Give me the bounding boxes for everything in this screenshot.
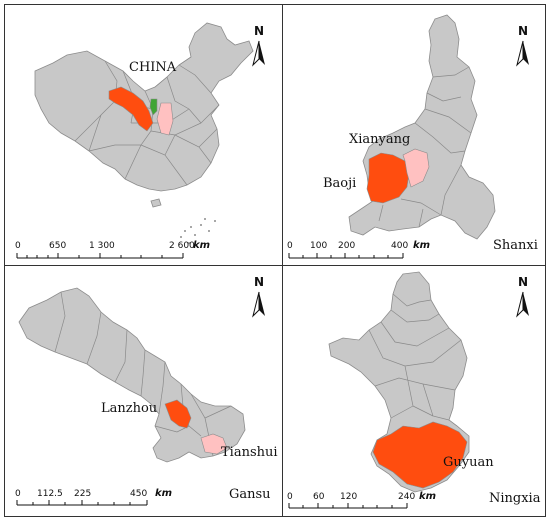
north-arrow-icon: N xyxy=(252,275,265,318)
hainan-island xyxy=(150,198,162,208)
shanxi-scale-bar: 0 100 200 400 km xyxy=(287,240,430,259)
gansu-scale-bar: 0 112.5 225 450 km xyxy=(15,488,172,506)
panel-title-ningxia: Ningxia xyxy=(489,491,541,506)
svg-text:0: 0 xyxy=(287,241,293,251)
svg-text:km: km xyxy=(193,240,210,251)
city-label-guyuan: Guyuan xyxy=(443,455,494,470)
lanzhou-region xyxy=(164,399,192,429)
svg-text:240: 240 xyxy=(398,492,415,502)
china-scale-bar: 0 650 1 300 2 600 km xyxy=(15,240,210,259)
north-arrow-icon: N xyxy=(516,24,529,67)
city-label-tianshui: Tianshui xyxy=(221,445,278,460)
svg-text:112.5: 112.5 xyxy=(37,489,63,499)
south-china-sea-islands xyxy=(180,218,216,244)
svg-text:N: N xyxy=(518,24,528,38)
svg-text:400: 400 xyxy=(391,241,408,251)
svg-text:km: km xyxy=(413,240,430,251)
gansu-highlight xyxy=(108,86,154,132)
shanxi-panel: Xianyang Baoji N 0 100 200 400 km Shanxi xyxy=(282,4,546,266)
city-label-lanzhou: Lanzhou xyxy=(101,401,157,416)
ningxia-county-borders xyxy=(368,293,462,421)
ningxia-highlight xyxy=(149,98,158,116)
svg-text:225: 225 xyxy=(74,489,91,499)
panel-title-gansu: Gansu xyxy=(229,487,271,502)
svg-text:2 600: 2 600 xyxy=(169,241,195,251)
svg-text:1 300: 1 300 xyxy=(89,241,115,251)
svg-text:0: 0 xyxy=(287,492,293,502)
ningxia-scale-bar: 0 60 120 240 km xyxy=(287,491,436,509)
gansu-panel: Lanzhou Tianshui N 0 112.5 225 450 km Ga… xyxy=(4,265,283,517)
baoji-region xyxy=(366,152,410,204)
china-title: CHINA xyxy=(129,60,177,75)
north-arrow-icon: N xyxy=(516,275,529,318)
xianyang-region xyxy=(402,148,430,188)
ningxia-panel: Guyuan N 0 60 120 240 km Ningxia xyxy=(282,265,546,517)
guyuan-region xyxy=(372,421,468,489)
svg-text:N: N xyxy=(518,275,528,289)
svg-text:120: 120 xyxy=(340,492,357,502)
svg-text:0: 0 xyxy=(15,489,21,499)
svg-text:650: 650 xyxy=(49,241,66,251)
svg-text:N: N xyxy=(254,275,264,289)
shanxi-highlight xyxy=(156,102,174,136)
svg-text:60: 60 xyxy=(313,492,325,502)
svg-text:km: km xyxy=(419,491,436,502)
city-label-baoji: Baoji xyxy=(323,176,356,191)
svg-text:200: 200 xyxy=(338,241,355,251)
svg-text:km: km xyxy=(155,488,172,499)
svg-text:0: 0 xyxy=(15,241,21,251)
shanxi-map xyxy=(348,14,496,240)
svg-text:450: 450 xyxy=(130,489,147,499)
panel-title-shanxi: Shanxi xyxy=(493,238,538,253)
city-label-xianyang: Xianyang xyxy=(349,132,410,147)
north-arrow-icon: N xyxy=(252,24,265,67)
svg-text:100: 100 xyxy=(310,241,327,251)
svg-text:N: N xyxy=(254,24,264,38)
china-panel: CHINA N 0 650 1 300 2 600 km xyxy=(4,4,283,266)
tianshui-region xyxy=(200,433,228,455)
shanxi-city-borders xyxy=(378,66,472,228)
